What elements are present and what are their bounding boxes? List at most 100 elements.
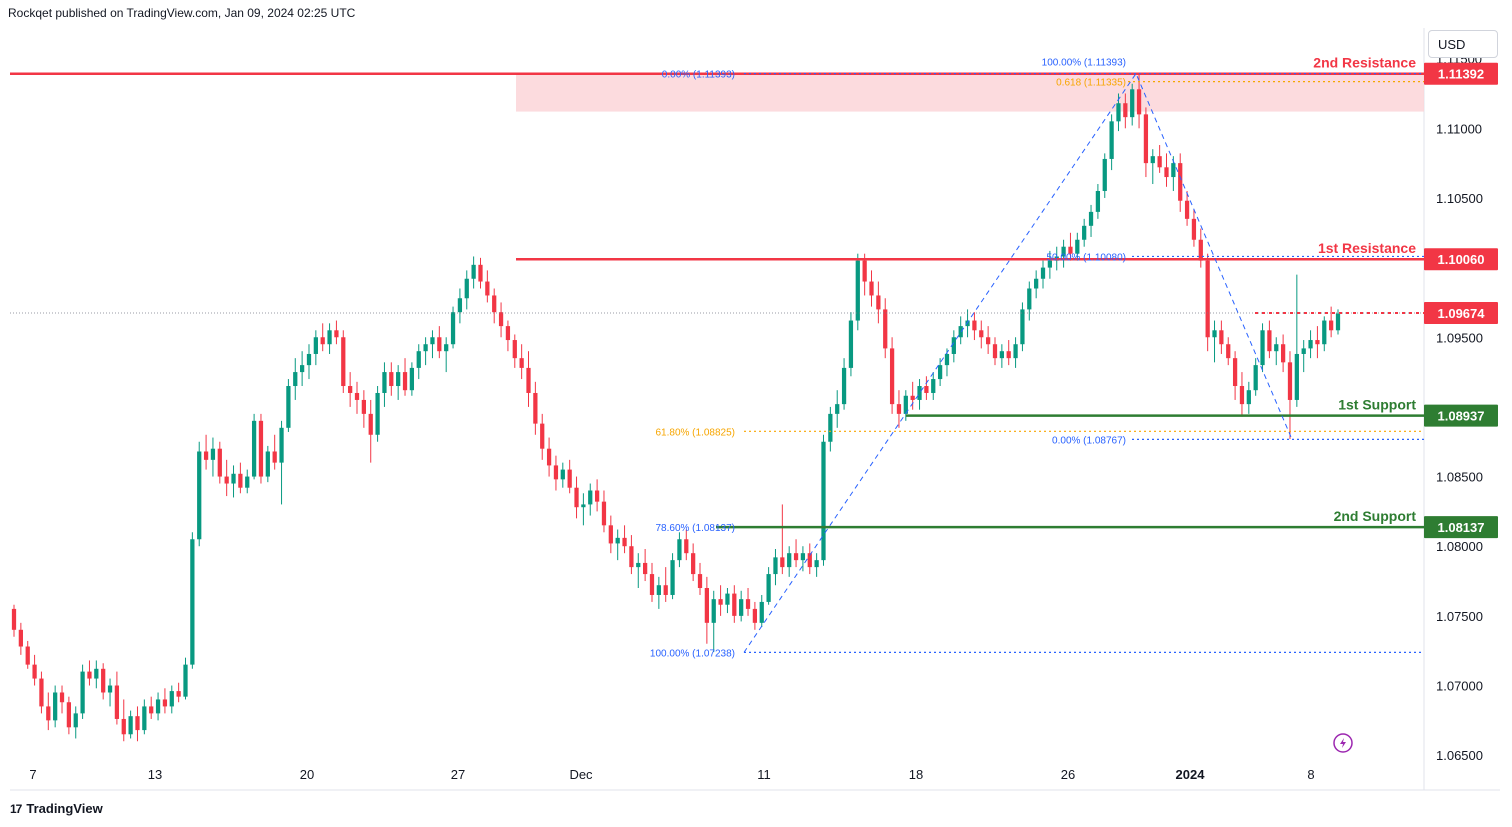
candle-body	[1253, 365, 1258, 391]
candle-body	[608, 525, 613, 544]
candle-body	[1219, 330, 1224, 345]
candle-body	[581, 504, 586, 508]
candle-body	[1020, 309, 1025, 345]
candle-body	[1335, 313, 1341, 331]
candle-body	[910, 395, 915, 400]
tradingview-mark-icon: 17	[10, 801, 22, 816]
candle-body	[1191, 218, 1197, 240]
candle-body	[553, 465, 559, 480]
price-box-2nd-resistance[interactable]	[1424, 62, 1498, 85]
time-tick-label: Dec	[569, 767, 593, 782]
fib-label: 0.618 (1.11335)	[1056, 78, 1126, 89]
resistance-zone	[516, 73, 1424, 112]
candle-body	[1040, 267, 1046, 279]
candle-body	[437, 337, 442, 352]
candle-body	[1150, 156, 1155, 164]
candle-body	[368, 413, 373, 435]
candle-body	[1068, 246, 1073, 254]
time-tick-label: 7	[29, 767, 36, 782]
candle-body	[540, 423, 545, 449]
candle-body	[142, 706, 147, 731]
candle-body	[361, 399, 366, 414]
candle-body	[656, 585, 661, 595]
fib-swing-path[interactable]	[743, 72, 1293, 653]
candle-body	[1164, 167, 1169, 178]
candle-body	[979, 330, 984, 338]
candle-body	[965, 320, 970, 327]
candle-body	[39, 678, 44, 707]
candle-body	[169, 691, 174, 707]
price-box-current[interactable]	[1424, 302, 1498, 325]
candle-body	[951, 337, 956, 354]
candle-body	[828, 413, 833, 442]
candle-body	[546, 448, 552, 466]
candle-body	[1198, 239, 1203, 261]
level-name-1st-support: 1st Support	[1338, 397, 1416, 413]
fib-label: 0.00% (1.08767)	[1052, 435, 1126, 446]
candle-body	[286, 386, 291, 428]
candle-body	[1130, 89, 1135, 118]
candle-body	[1157, 156, 1162, 168]
candle-body	[684, 539, 689, 554]
candle-body	[800, 553, 806, 561]
candle-body	[807, 553, 812, 568]
candle-body	[279, 427, 284, 463]
candle-body	[327, 330, 332, 345]
candle-body	[691, 553, 696, 575]
fib-label: 0.00% (1.11393)	[662, 70, 735, 81]
lightning-icon[interactable]	[1333, 733, 1353, 753]
candle-body	[512, 340, 517, 359]
candle-body	[1123, 103, 1128, 118]
candle-body	[334, 330, 339, 338]
candle-body	[601, 501, 607, 526]
level-name-1st-resistance: 1st Resistance	[1318, 240, 1416, 256]
candle-body	[114, 685, 120, 719]
candle-body	[238, 473, 243, 488]
candle-body	[636, 562, 641, 568]
candle-body	[272, 451, 277, 463]
candle-body	[293, 372, 298, 387]
price-box-label: 1.08937	[1438, 409, 1485, 424]
candle-body	[1329, 320, 1334, 331]
time-tick-label: 18	[909, 767, 923, 782]
candle-body	[752, 608, 758, 623]
candle-body	[18, 629, 23, 647]
candle-body	[409, 367, 415, 391]
candle-body	[588, 490, 593, 505]
price-tick-label: 1.08500	[1436, 470, 1483, 485]
candle-body	[704, 588, 709, 623]
fib-label: 78.60% (1.08137)	[655, 523, 735, 534]
candle-body	[560, 469, 565, 480]
candle-body	[396, 372, 401, 387]
candle-body	[1205, 260, 1210, 338]
tradingview-logo[interactable]: 17 TradingView	[10, 801, 103, 816]
candle-body	[1315, 340, 1320, 345]
candle-body	[341, 337, 346, 387]
candle-body	[1239, 386, 1245, 405]
candle-body	[320, 337, 325, 345]
candle-body	[121, 718, 126, 735]
candle-body	[251, 420, 257, 477]
price-box-1st-support[interactable]	[1424, 404, 1498, 427]
candle-body	[149, 706, 154, 714]
candle-body	[155, 699, 161, 714]
candle-body	[1294, 353, 1299, 400]
price-tick-label: 1.07000	[1436, 679, 1483, 694]
price-tick-label: 1.10500	[1436, 191, 1483, 206]
price-tick-label: 1.06500	[1436, 748, 1483, 763]
price-box-label: 1.09674	[1438, 306, 1486, 321]
fib-label: 61.80% (1.08825)	[655, 427, 735, 438]
time-tick-label: 26	[1061, 767, 1075, 782]
candle-body	[1027, 288, 1032, 310]
candle-body	[1308, 340, 1313, 349]
price-box-1st-resistance[interactable]	[1424, 248, 1498, 271]
time-tick-label: 20	[300, 767, 314, 782]
candle-body	[444, 344, 449, 352]
publish-info: Rockqet published on TradingView.com, Ja…	[8, 6, 356, 20]
price-box-2nd-support[interactable]	[1424, 516, 1498, 539]
candle-body	[176, 691, 181, 697]
candle-body	[903, 395, 908, 414]
currency-button[interactable]: USD	[1428, 30, 1498, 58]
candle-body	[66, 702, 72, 728]
